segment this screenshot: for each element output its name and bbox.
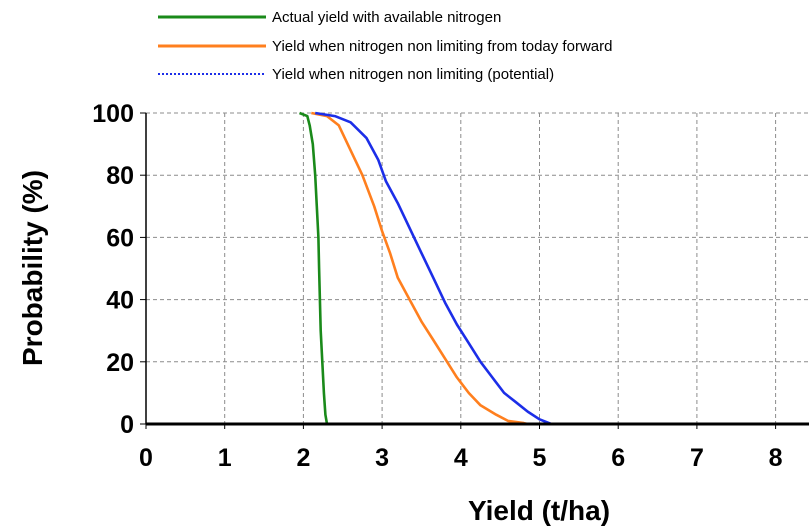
- legend-label-2: Yield when nitrogen non limiting from to…: [272, 38, 612, 55]
- series-line-1: [299, 111, 329, 425]
- legend: Actual yield with available nitrogen Yiel…: [158, 9, 612, 83]
- x-axis-title: Yield (t/ha): [468, 495, 610, 526]
- x-tick-label: 7: [690, 444, 704, 472]
- y-axis-title: Probability (%): [17, 170, 48, 366]
- y-tick-label: 80: [106, 162, 134, 190]
- x-tick-label: 0: [139, 444, 153, 472]
- legend-label-3: Yield when nitrogen non limiting (potent…: [272, 66, 554, 83]
- y-tick-label: 100: [92, 100, 134, 128]
- x-tick-label: 2: [296, 444, 310, 472]
- y-tick-label: 60: [106, 224, 134, 252]
- y-tick-label: 40: [106, 287, 134, 315]
- grid: [146, 112, 809, 424]
- x-tick-label: 3: [375, 444, 389, 472]
- legend-label-1: Actual yield with available nitrogen: [272, 9, 501, 26]
- series-line-2: [311, 111, 528, 426]
- y-tick-label: 20: [106, 349, 134, 377]
- x-tick-label: 5: [533, 444, 547, 472]
- series-group: [299, 111, 552, 426]
- axes: [140, 112, 809, 429]
- x-tick-label: 6: [611, 444, 625, 472]
- x-tick-label: 1: [218, 444, 232, 472]
- x-tick-label: 4: [454, 444, 468, 472]
- y-tick-label: 0: [120, 411, 134, 439]
- series-line-3: [314, 111, 552, 426]
- x-tick-label: 8: [769, 444, 783, 472]
